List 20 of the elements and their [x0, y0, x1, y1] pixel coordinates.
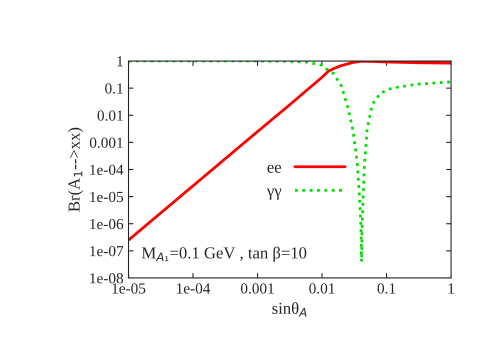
- y-tick-label: 0.01: [98, 110, 123, 121]
- legend-label: ee: [268, 164, 282, 173]
- x-tick-label: 0.001: [240, 283, 274, 294]
- y-axis-title: Br(A$_{1}$-->xx): [68, 128, 84, 212]
- y-tick-label: 1e-07: [90, 246, 124, 256]
- x-tick-label: 1: [448, 283, 454, 294]
- y-tick-label: 0.1: [105, 83, 123, 94]
- x-axis-title: sinθ$_{A}$: [272, 302, 306, 317]
- x-tick-label: 0.01: [309, 283, 334, 294]
- y-tick-label: 1e-08: [90, 273, 124, 284]
- x-tick-label: 1e-05: [112, 283, 146, 294]
- x-tick-label: 0.1: [378, 283, 396, 294]
- y-tick-label: 0.001: [90, 138, 123, 148]
- y-tick-label: 1: [117, 56, 123, 66]
- y-tick-label: 1e-04: [90, 164, 124, 175]
- y-tick-label: 1e-05: [90, 192, 124, 202]
- legend-label: γγ: [266, 188, 282, 200]
- x-tick-label: 1e-04: [176, 283, 210, 294]
- annotation: M$_{A₁}$=0.1 GeV , tan β=10: [142, 246, 306, 262]
- y-tick-label: 1e-06: [90, 218, 124, 230]
